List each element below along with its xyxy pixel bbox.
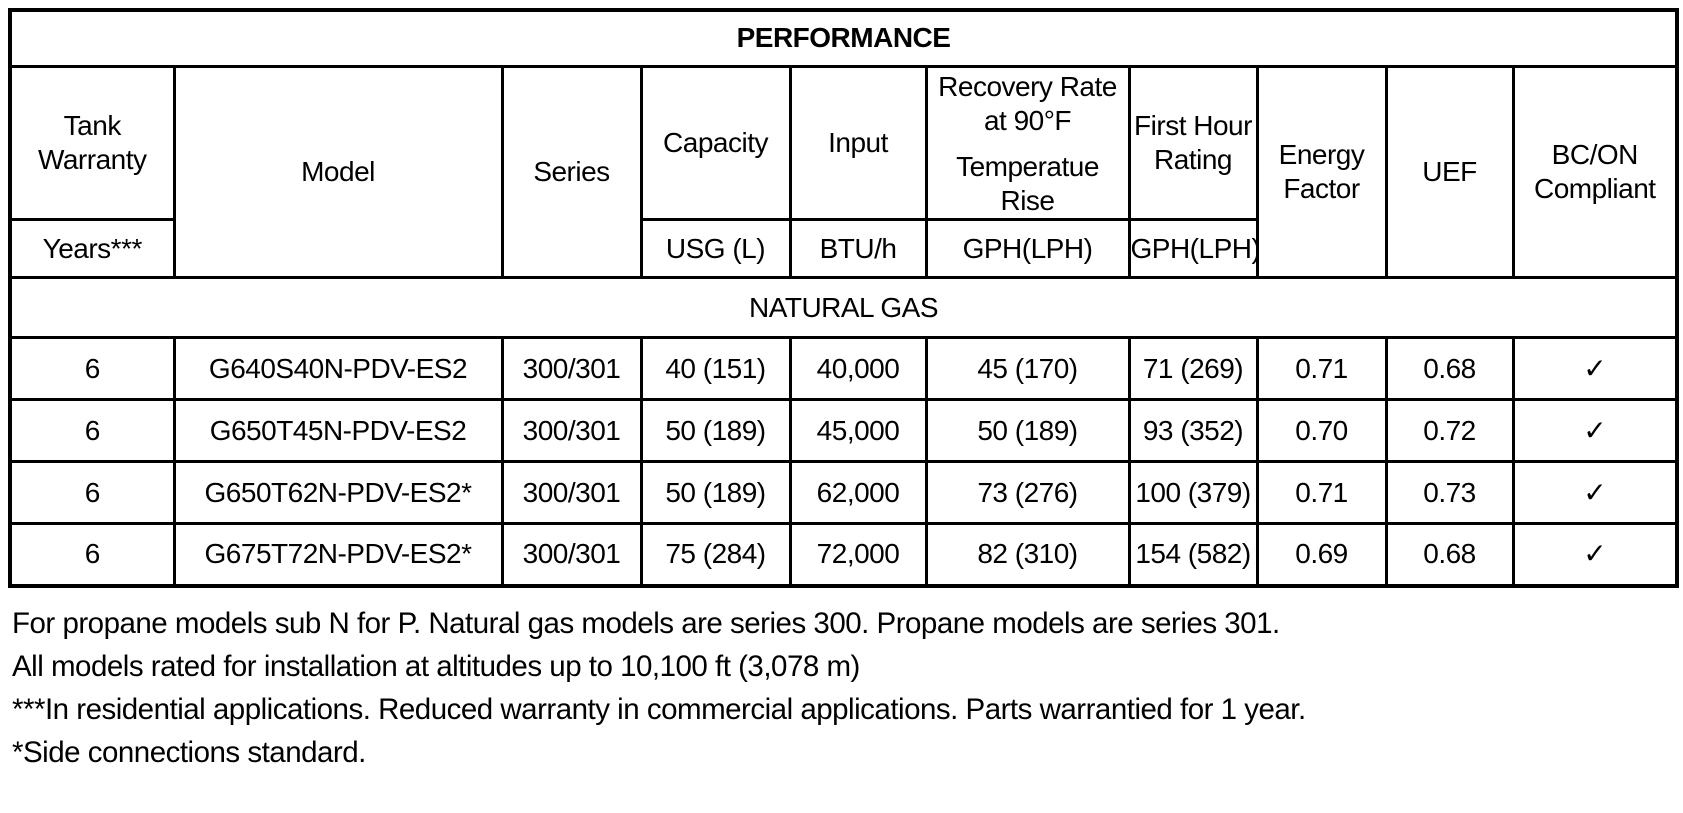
cell-first-hour: 154 (582) (1127, 522, 1259, 588)
column-header-uef: UEF (1384, 64, 1515, 280)
column-header-input: Input (788, 64, 928, 222)
cell-model: G650T45N-PDV-ES2 (172, 398, 504, 464)
footnote-warranty-applications: ***In residential applications. Reduced … (12, 692, 1306, 726)
unit-input: BTU/h (788, 218, 928, 280)
footnote-side-connections: *Side connections standard. (12, 735, 366, 769)
recovery-rate-header-line2: Temperatue Rise (956, 150, 1099, 216)
checkmark-icon: ✓ (1511, 336, 1679, 402)
cell-warranty: 6 (8, 336, 176, 402)
cell-series: 300/301 (500, 398, 643, 464)
cell-input: 45,000 (788, 398, 928, 464)
column-header-energy-factor: Energy Factor (1255, 64, 1388, 280)
table-row: 6 G650T62N-PDV-ES2* 300/301 50 (189) 62,… (8, 460, 1679, 526)
unit-recovery-rate: GPH(LPH) (924, 218, 1131, 280)
cell-input: 72,000 (788, 522, 928, 588)
cell-uef: 0.73 (1384, 460, 1515, 526)
cell-series: 300/301 (500, 460, 643, 526)
recovery-rate-header-line1: Recovery Rate at 90°F (938, 70, 1117, 136)
column-header-capacity: Capacity (639, 64, 792, 222)
table-row: 6 G675T72N-PDV-ES2* 300/301 75 (284) 72,… (8, 522, 1679, 588)
cell-capacity: 50 (189) (639, 398, 792, 464)
cell-uef: 0.72 (1384, 398, 1515, 464)
cell-warranty: 6 (8, 460, 176, 526)
column-header-bc-on-compliant: BC/ON Compliant (1511, 64, 1679, 280)
checkmark-icon: ✓ (1511, 398, 1679, 464)
cell-model: G675T72N-PDV-ES2* (172, 522, 504, 588)
cell-warranty: 6 (8, 398, 176, 464)
unit-tank-warranty: Years*** (8, 218, 176, 280)
footnotes: For propane models sub N for P. Natural … (8, 602, 1683, 774)
cell-capacity: 75 (284) (639, 522, 792, 588)
cell-first-hour: 71 (269) (1127, 336, 1259, 402)
cell-input: 62,000 (788, 460, 928, 526)
unit-capacity: USG (L) (639, 218, 792, 280)
cell-energy-factor: 0.70 (1255, 398, 1388, 464)
cell-recovery: 82 (310) (924, 522, 1131, 588)
footnote-altitude-rating: All models rated for installation at alt… (12, 649, 860, 683)
section-label-natural-gas: NATURAL GAS (8, 276, 1679, 340)
footnote-propane-models: For propane models sub N for P. Natural … (12, 606, 1280, 640)
cell-uef: 0.68 (1384, 522, 1515, 588)
cell-capacity: 50 (189) (639, 460, 792, 526)
cell-series: 300/301 (500, 522, 643, 588)
cell-recovery: 73 (276) (924, 460, 1131, 526)
cell-input: 40,000 (788, 336, 928, 402)
cell-warranty: 6 (8, 522, 176, 588)
checkmark-icon: ✓ (1511, 460, 1679, 526)
cell-series: 300/301 (500, 336, 643, 402)
cell-model: G640S40N-PDV-ES2 (172, 336, 504, 402)
cell-first-hour: 100 (379) (1127, 460, 1259, 526)
cell-energy-factor: 0.71 (1255, 336, 1388, 402)
cell-uef: 0.68 (1384, 336, 1515, 402)
column-header-first-hour-rating: First Hour Rating (1127, 64, 1259, 222)
cell-first-hour: 93 (352) (1127, 398, 1259, 464)
table-row: 6 G640S40N-PDV-ES2 300/301 40 (151) 40,0… (8, 336, 1679, 402)
checkmark-icon: ✓ (1511, 522, 1679, 588)
column-header-tank-warranty: Tank Warranty (8, 64, 176, 222)
table-row: 6 G650T45N-PDV-ES2 300/301 50 (189) 45,0… (8, 398, 1679, 464)
cell-model: G650T62N-PDV-ES2* (172, 460, 504, 526)
cell-energy-factor: 0.71 (1255, 460, 1388, 526)
unit-first-hour-rating: GPH(LPH) (1127, 218, 1259, 280)
title-row: PERFORMANCE (8, 8, 1679, 68)
column-header-model: Model (172, 64, 504, 280)
column-header-series: Series (500, 64, 643, 280)
header-row-main: Tank Warranty Model Series Capacity Inpu… (8, 64, 1679, 280)
section-row: NATURAL GAS (8, 276, 1679, 340)
performance-table: PERFORMANCE Tank Warranty Model Series C… (8, 8, 1680, 588)
column-header-recovery-rate: Recovery Rate at 90°F Temperatue Rise (924, 64, 1131, 222)
cell-recovery: 50 (189) (924, 398, 1131, 464)
cell-energy-factor: 0.69 (1255, 522, 1388, 588)
cell-capacity: 40 (151) (639, 336, 792, 402)
page-title: PERFORMANCE (8, 8, 1679, 68)
header-row-units: Years*** USG (L) BTU/h GPH(LPH) GPH(LPH) (8, 218, 1677, 280)
cell-recovery: 45 (170) (924, 336, 1131, 402)
